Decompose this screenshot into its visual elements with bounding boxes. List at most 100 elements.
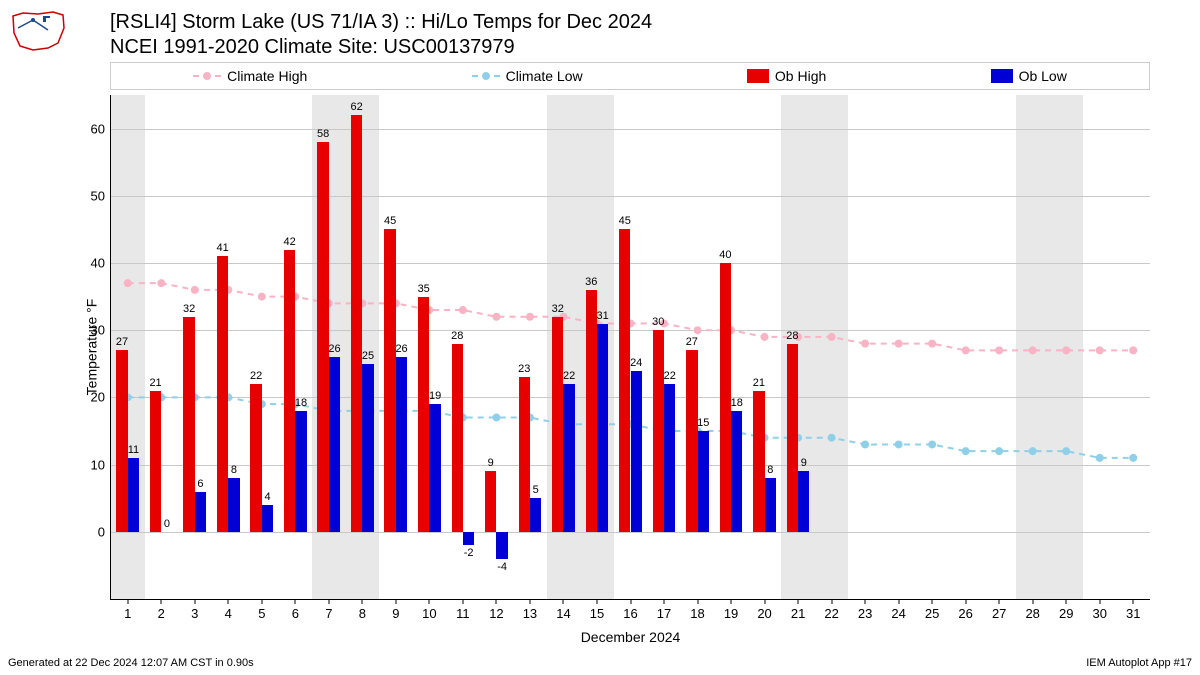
gridline [111,129,1150,130]
line-climate-low-marker [895,440,903,448]
title-line-2: NCEI 1991-2020 Climate Site: USC00137979 [110,35,652,60]
x-tick [999,599,1000,604]
x-tick [328,599,329,604]
bar-value-label: 5 [516,484,556,496]
x-tick-label: 2 [158,606,165,621]
x-tick [831,599,832,604]
bar-value-label: 45 [605,215,645,227]
bar-ob-low: 19 [429,404,440,532]
bar-value-label: 40 [705,249,745,261]
bar-ob-low: 8 [228,478,239,532]
x-tick [228,599,229,604]
x-tick-label: 18 [690,606,704,621]
iem-logo [8,8,68,53]
bar-value-label: -4 [482,561,522,573]
bar-value-label: 21 [136,377,176,389]
y-axis-title: Temperature °F [83,299,99,396]
legend-ob-low: Ob Low [991,68,1067,84]
x-tick-label: 11 [456,606,470,621]
line-climate-high-marker [861,340,869,348]
bar-ob-low: -4 [496,532,507,559]
y-tick-label: 0 [73,524,105,539]
x-tick [127,599,128,604]
gridline [111,196,1150,197]
footer-generated: Generated at 22 Dec 2024 12:07 AM CST in… [8,657,254,669]
x-tick [1032,599,1033,604]
bar-ob-high: 32 [552,317,563,532]
x-tick-label: 28 [1025,606,1039,621]
bar-value-label: 28 [772,330,812,342]
legend-label: Ob Low [1019,68,1067,84]
title-line-1: [RSLI4] Storm Lake (US 71/IA 3) :: Hi/Lo… [110,10,652,35]
x-tick-label: 30 [1092,606,1106,621]
bar-value-label: -2 [449,547,489,559]
bar-value-label: 19 [415,390,455,402]
bar-ob-low: 15 [698,431,709,532]
x-tick [932,599,933,604]
legend-label: Climate Low [506,68,583,84]
x-tick-label: 7 [325,606,332,621]
bar-ob-low: 25 [362,364,373,532]
bar-ob-high: 32 [183,317,194,532]
chart-title: [RSLI4] Storm Lake (US 71/IA 3) :: Hi/Lo… [110,10,652,60]
chart-plot-area: Temperature °F December 2024 01020304050… [110,95,1150,600]
x-tick-label: 22 [824,606,838,621]
bar-ob-low: 5 [530,498,541,532]
line-climate-low-marker [861,440,869,448]
bar-ob-low: 18 [295,411,306,532]
x-tick [194,599,195,604]
x-tick [395,599,396,604]
bar-ob-high: 45 [619,229,630,531]
line-climate-high-marker [191,286,199,294]
bar-value-label: 28 [437,330,477,342]
x-tick-label: 29 [1059,606,1073,621]
weekend-band [1016,95,1083,599]
x-tick-label: 5 [258,606,265,621]
legend-climate-low: Climate Low [472,68,583,84]
x-tick [630,599,631,604]
bar-value-label: 27 [102,336,142,348]
x-tick [596,599,597,604]
y-tick-label: 60 [73,121,105,136]
bar-value-label: 22 [650,370,690,382]
y-tick-label: 40 [73,256,105,271]
x-tick-label: 3 [191,606,198,621]
y-tick-label: 20 [73,390,105,405]
x-tick-label: 21 [791,606,805,621]
bar-ob-high: 58 [317,142,328,532]
bar-ob-high: 22 [250,384,261,532]
line-climate-high-marker [258,293,266,301]
line-climate-low-marker [1129,454,1137,462]
bar-ob-high: 36 [586,290,597,532]
bar-value-label: 6 [180,478,220,490]
x-tick-label: 12 [489,606,503,621]
x-tick-label: 15 [590,606,604,621]
x-tick [462,599,463,604]
bar-ob-high: 9 [485,471,496,531]
x-tick [529,599,530,604]
legend-label: Climate High [227,68,307,84]
x-tick-label: 1 [124,606,131,621]
bar-value-label: 18 [717,397,757,409]
gridline [111,532,1150,533]
bar-value-label: 23 [504,363,544,375]
bar-ob-high: 28 [787,344,798,532]
line-climate-high-marker [459,306,467,314]
bar-value-label: 11 [113,444,153,456]
x-tick-label: 24 [891,606,905,621]
bar-value-label: 22 [549,370,589,382]
bar-value-label: 32 [538,303,578,315]
x-tick [697,599,698,604]
bar-ob-low: 11 [128,458,139,532]
bar-ob-high: 41 [217,256,228,532]
x-tick-label: 31 [1126,606,1140,621]
x-tick-label: 20 [757,606,771,621]
line-climate-low-marker [492,414,500,422]
bar-value-label: 4 [248,491,288,503]
x-tick-label: 27 [992,606,1006,621]
bar-value-label: 62 [337,101,377,113]
bar-value-label: 26 [382,343,422,355]
x-tick-label: 25 [925,606,939,621]
y-tick-label: 30 [73,323,105,338]
x-tick [764,599,765,604]
